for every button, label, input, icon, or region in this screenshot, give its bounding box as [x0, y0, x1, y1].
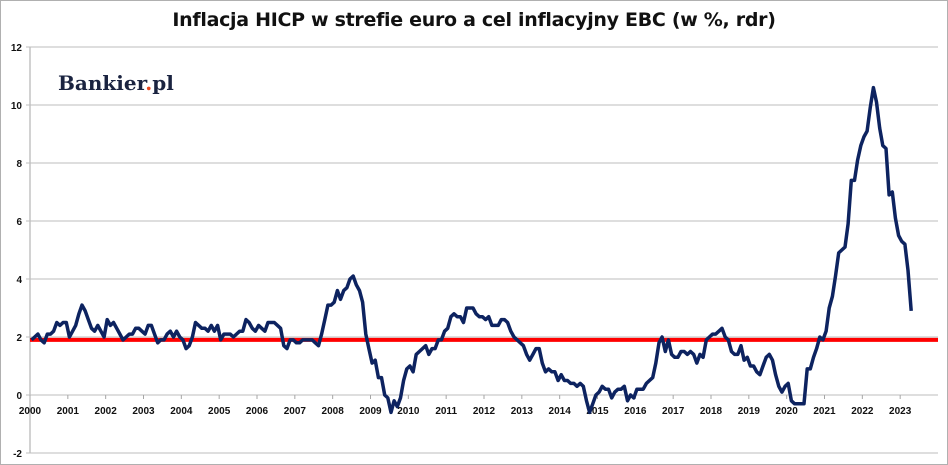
- y-tick-label: 8: [16, 159, 22, 170]
- x-tick-label: 2001: [57, 406, 80, 417]
- x-tick-label: 2003: [132, 406, 155, 417]
- bankier-logo: Bankier.pl: [58, 71, 198, 103]
- x-tick-label: 2008: [322, 406, 345, 417]
- x-tick-label: 2016: [624, 406, 647, 417]
- y-tick-label: 0: [16, 391, 22, 402]
- y-tick-label: 2: [16, 333, 22, 344]
- logo-text-suffix: pl: [152, 71, 174, 95]
- x-tick-label: 2000: [19, 406, 42, 417]
- x-tick-label: 2023: [889, 406, 912, 417]
- x-tick-label: 2011: [435, 406, 457, 417]
- y-tick-label: 6: [16, 217, 22, 228]
- grid-lines: [26, 46, 938, 454]
- x-tick-label: 2015: [586, 406, 609, 417]
- logo-dot: .: [145, 71, 153, 95]
- y-tick-label: -2: [13, 449, 22, 460]
- x-tick-label: 2012: [473, 406, 496, 417]
- x-tick-label: 2017: [662, 406, 685, 417]
- x-tick-label: 2013: [511, 406, 534, 417]
- x-tick-label: 2005: [208, 406, 231, 417]
- x-tick-label: 2022: [851, 406, 874, 417]
- y-tick-label: 10: [11, 101, 23, 112]
- logo-text-main: Bankier: [58, 71, 146, 95]
- chart-title: Inflacja HICP w strefie euro a cel infla…: [172, 9, 776, 31]
- x-tick-label: 2020: [776, 406, 799, 417]
- x-tick-label: 2021: [813, 406, 836, 417]
- x-tick-label: 2009: [359, 406, 382, 417]
- x-tick-label: 2010: [397, 406, 420, 417]
- y-tick-label: 4: [16, 275, 22, 286]
- x-tick-label: 2004: [170, 406, 193, 417]
- y-axis-ticks: -2 0 2 4 6 8 10 12: [11, 43, 23, 460]
- y-tick-label: 12: [11, 43, 23, 54]
- x-tick-label: 2018: [700, 406, 723, 417]
- x-tick-label: 2019: [738, 406, 761, 417]
- hicp-inflation-line: [30, 85, 913, 415]
- x-tick-label: 2002: [95, 406, 118, 417]
- x-tick-label: 2014: [549, 406, 572, 417]
- x-tick-label: 2007: [284, 406, 307, 417]
- x-tick-label: 2006: [246, 406, 269, 417]
- series-layer: [30, 85, 938, 415]
- x-axis-ticks: 2000 2001 2002 2003 2004 2005 2006 2007 2008 2009…: [19, 395, 912, 417]
